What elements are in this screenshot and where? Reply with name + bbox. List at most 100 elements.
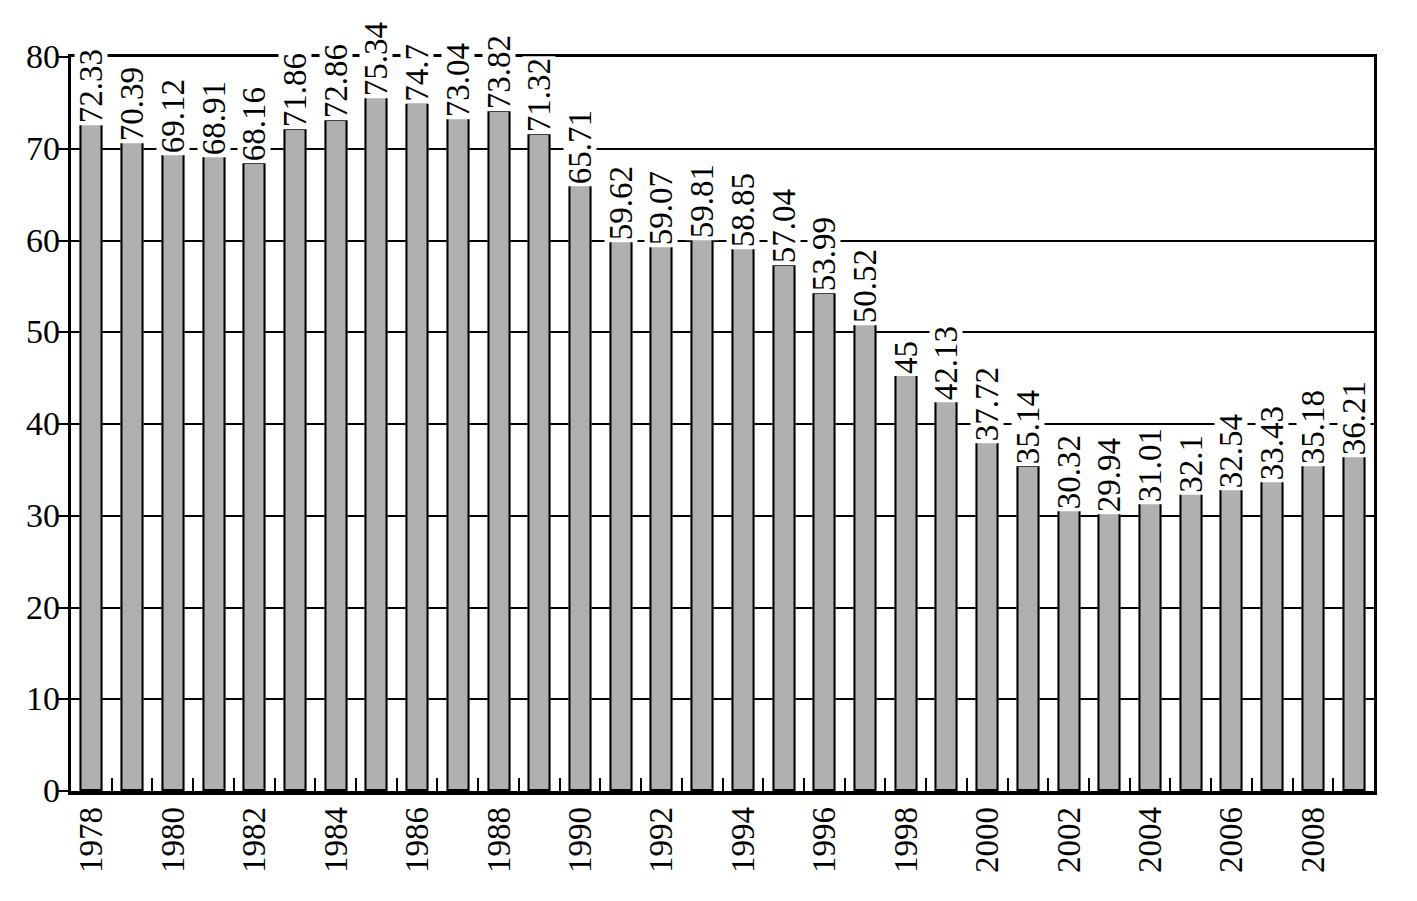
x-axis-label: 1982 [238,807,271,873]
bar-slot: 75.34 [356,57,397,791]
x-label-slot: 2000 [967,799,1008,899]
x-axis-label: 1992 [645,807,678,873]
bar [976,441,999,791]
x-tick [1129,778,1131,791]
bar-slot: 32.1 [1170,57,1211,791]
x-label-slot: 1984 [315,799,356,899]
bar [1261,480,1284,791]
bar-value-label: 65.71 [563,108,596,186]
bar-slot: 57.04 [763,57,804,791]
x-axis-label: 1986 [401,807,434,873]
y-tick [57,56,71,58]
bar-slot: 71.86 [275,57,316,791]
x-label-slot: 1978 [71,799,112,899]
bar [1098,512,1121,791]
bar-slot: 59.62 [600,57,641,791]
bar-value-label: 29.94 [1093,436,1126,514]
bar [813,292,836,791]
bar-slot: 29.94 [1089,57,1130,791]
bar-value-label: 69.12 [156,77,189,155]
x-tick [681,778,683,791]
y-tick [57,607,71,609]
x-tick [1047,778,1049,791]
y-tick [57,423,71,425]
x-tick [559,778,561,791]
bar [609,240,632,791]
x-label-slot: 1980 [152,799,193,899]
bar-slot: 59.81 [682,57,723,791]
x-label-slot [600,799,641,899]
bar [854,323,877,791]
bar [406,102,429,791]
bar [1016,465,1039,791]
bar-value-label: 42.13 [930,324,963,402]
x-tick [477,778,479,791]
bar-value-label: 71.32 [523,56,556,134]
x-axis-label: 2000 [971,807,1004,873]
y-tick [57,331,71,333]
y-tick [57,240,71,242]
x-tick [111,778,113,791]
x-tick [355,778,357,791]
x-axis-label: 1984 [319,807,352,873]
bar-value-label: 72.33 [75,47,108,125]
x-tick [1007,778,1009,791]
bar-slot: 73.82 [478,57,519,791]
bar-slot: 45 [885,57,926,791]
bar [243,162,266,791]
x-label-slot [356,799,397,899]
bars-container: 72.3370.3969.1268.9168.1671.8672.8675.34… [71,57,1374,791]
x-axis-label: 2004 [1134,807,1167,873]
y-tick [57,148,71,150]
bar [1220,488,1243,791]
x-label-slot [1333,799,1374,899]
bar-value-label: 45 [889,339,922,376]
x-label-slot: 1994 [723,799,764,899]
bar-slot: 59.07 [641,57,682,791]
bar-slot: 35.18 [1293,57,1334,791]
x-label-slot [1089,799,1130,899]
x-label-slot [193,799,234,899]
x-label-slot: 1998 [885,799,926,899]
y-axis-label: 0 [2,774,60,808]
x-tick [1332,778,1334,791]
x-label-slot [1008,799,1049,899]
bar [1139,502,1162,791]
x-label-slot: 2002 [1048,799,1089,899]
y-axis-label: 30 [2,499,60,533]
bar-value-label: 31.01 [1134,426,1167,504]
bar-value-label: 32.1 [1174,433,1207,495]
bar-slot: 53.99 [804,57,845,791]
bar-slot: 70.39 [112,57,153,791]
y-tick [57,515,71,517]
bar-value-label: 68.16 [238,85,271,163]
x-label-slot: 1990 [560,799,601,899]
bar [202,155,225,791]
bar-slot: 31.01 [1130,57,1171,791]
bar-slot: 50.52 [845,57,886,791]
x-label-slot [112,799,153,899]
y-tick [57,790,71,792]
x-tick [925,778,927,791]
bar [772,264,795,791]
bar [650,245,673,791]
x-label-slot: 2004 [1130,799,1171,899]
x-axis-label: 1994 [726,807,759,873]
x-label-slot [275,799,316,899]
x-label-slot [1170,799,1211,899]
bar [1179,492,1202,791]
bar-slot: 33.43 [1252,57,1293,791]
bar-slot: 74.7 [397,57,438,791]
bar [1301,464,1324,791]
x-label-slot: 2008 [1293,799,1334,899]
bar [121,141,144,791]
x-tick [599,778,601,791]
x-label-slot [845,799,886,899]
bar-value-label: 32.54 [1215,412,1248,490]
x-axis-label: 1980 [156,807,189,873]
x-tick [722,778,724,791]
bar-value-label: 35.14 [1011,388,1044,466]
x-axis-label: 1996 [808,807,841,873]
bar-value-label: 57.04 [767,187,800,265]
bar-slot: 68.91 [193,57,234,791]
